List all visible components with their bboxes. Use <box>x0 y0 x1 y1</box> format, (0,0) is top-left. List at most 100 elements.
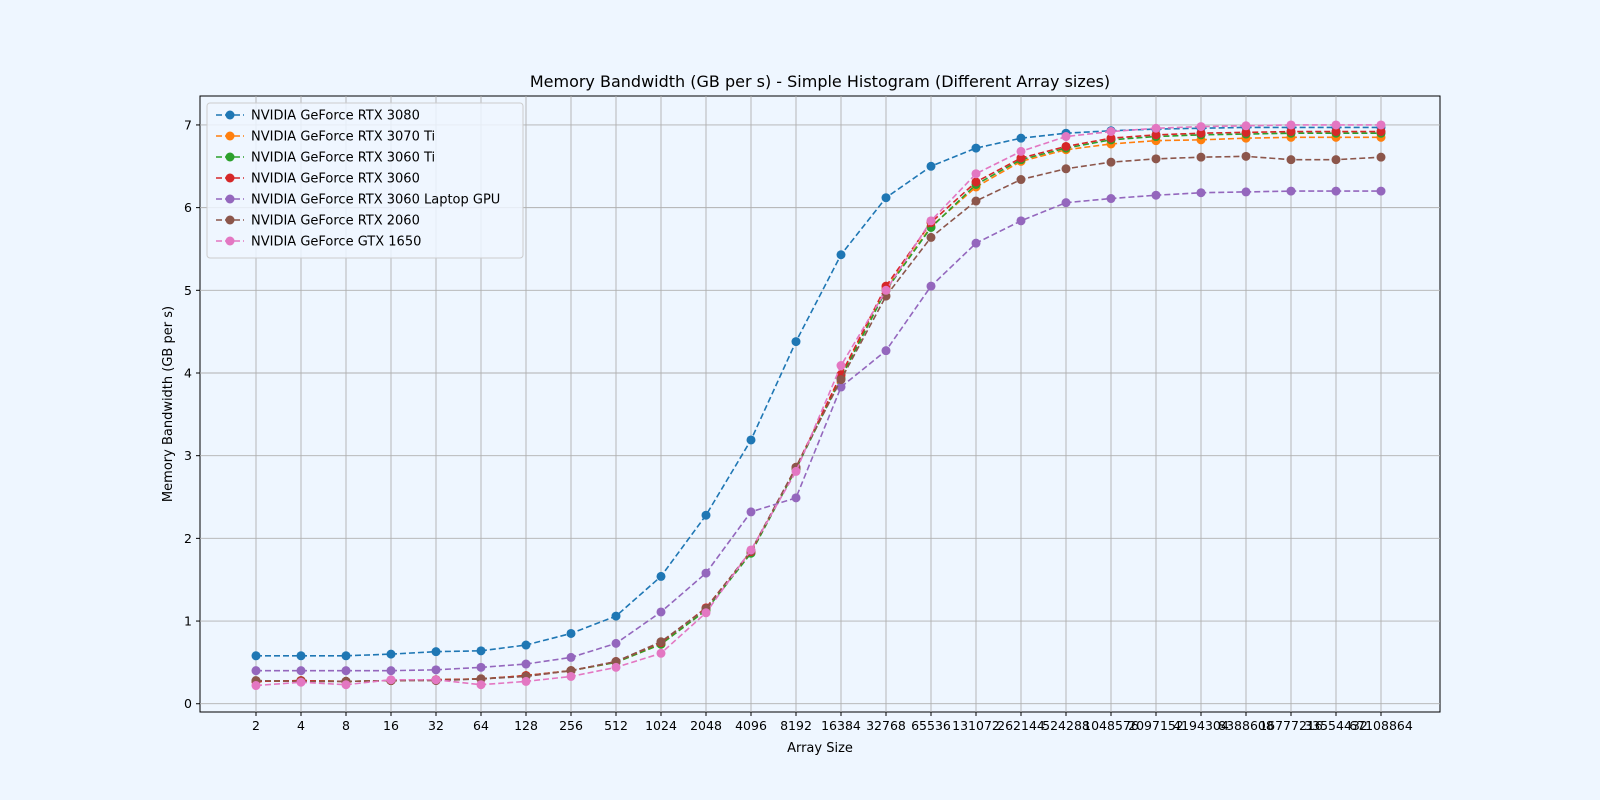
data-point <box>1016 133 1026 143</box>
data-point <box>251 681 261 691</box>
legend-label: NVIDIA GeForce RTX 3060 Laptop GPU <box>251 193 500 208</box>
data-point <box>1331 120 1341 130</box>
data-point <box>926 281 936 291</box>
legend-label: NVIDIA GeForce RTX 3080 <box>251 109 420 124</box>
data-point <box>341 666 351 676</box>
data-point <box>566 628 576 638</box>
legend-label: NVIDIA GeForce RTX 3060 <box>251 172 420 187</box>
data-point <box>1376 186 1386 196</box>
data-point <box>971 177 981 187</box>
data-point <box>971 196 981 206</box>
data-point <box>1151 190 1161 200</box>
data-point <box>701 510 711 520</box>
data-point <box>656 607 666 617</box>
data-point <box>341 680 351 690</box>
data-point <box>836 375 846 385</box>
data-point <box>386 675 396 685</box>
data-point <box>746 507 756 517</box>
x-tick-label: 8192 <box>780 718 812 733</box>
x-axis-ticks: 2 4 8 16 32 64 128 256 512 1024 2048 4096 8192 16384 3… <box>252 712 1413 733</box>
legend-marker <box>225 110 235 120</box>
data-point <box>1241 127 1251 137</box>
data-point <box>1016 175 1026 185</box>
series-line <box>255 132 1381 683</box>
data-point <box>836 382 846 392</box>
data-point <box>431 647 441 657</box>
x-tick-label: 2 <box>252 718 260 733</box>
data-point <box>1196 152 1206 162</box>
y-tick-label: 1 <box>184 614 192 629</box>
legend-item: NVIDIA GeForce RTX 3080 <box>216 109 420 124</box>
series-4 <box>251 186 1386 676</box>
data-point <box>971 169 981 179</box>
series-line <box>255 130 1381 683</box>
legend-label: NVIDIA GeForce RTX 3070 Ti <box>251 130 435 145</box>
series-6 <box>251 120 1386 691</box>
x-tick-label: 16384 <box>821 718 861 733</box>
x-tick-label: 67108864 <box>1349 718 1413 733</box>
y-axis-label: Memory Bandwidth (GB per s) <box>161 306 176 502</box>
series-line <box>255 155 1382 683</box>
legend-marker <box>225 131 235 141</box>
data-point <box>791 466 801 476</box>
data-point <box>1286 127 1296 137</box>
y-tick-label: 7 <box>184 117 192 132</box>
x-tick-label: 262144 <box>997 718 1045 733</box>
x-tick-label: 524288 <box>1042 718 1090 733</box>
data-point <box>1016 216 1026 226</box>
data-point <box>296 666 306 676</box>
x-tick-label: 128 <box>514 718 538 733</box>
data-point <box>1376 120 1386 130</box>
y-tick-label: 2 <box>184 531 192 546</box>
data-point <box>1331 155 1341 165</box>
x-tick-label: 4096 <box>735 718 767 733</box>
legend-marker <box>225 194 235 204</box>
data-point <box>1106 127 1116 137</box>
data-point <box>611 611 621 621</box>
legend-box <box>206 102 524 259</box>
data-point <box>1376 127 1386 137</box>
data-point <box>1241 151 1251 161</box>
data-point <box>926 161 936 171</box>
data-point <box>656 648 666 658</box>
data-point <box>521 640 531 650</box>
series-layer <box>251 120 1386 691</box>
data-point <box>926 232 936 242</box>
data-point <box>1016 146 1026 156</box>
legend-item: NVIDIA GeForce RTX 3060 Laptop GPU <box>216 193 500 208</box>
legend-marker <box>225 215 235 225</box>
legend-marker <box>225 236 235 246</box>
data-point <box>1241 121 1251 131</box>
data-point <box>836 361 846 371</box>
x-tick-label: 64 <box>473 718 489 733</box>
data-point <box>566 652 576 662</box>
data-point <box>926 216 936 226</box>
data-point <box>1061 164 1071 174</box>
data-point <box>521 676 531 686</box>
x-tick-label: 1048576 <box>1083 718 1139 733</box>
y-tick-label: 6 <box>184 200 192 215</box>
data-point <box>386 666 396 676</box>
data-point <box>791 493 801 503</box>
x-tick-label: 4194304 <box>1173 718 1229 733</box>
data-point <box>971 143 981 153</box>
x-tick-label: 32768 <box>866 718 906 733</box>
y-tick-label: 5 <box>184 283 192 298</box>
x-tick-label: 2097152 <box>1128 718 1184 733</box>
x-tick-label: 4 <box>297 718 305 733</box>
data-point <box>1106 133 1116 143</box>
y-tick-label: 4 <box>184 365 192 380</box>
data-point <box>611 638 621 648</box>
data-point <box>1286 155 1296 165</box>
data-point <box>1286 120 1296 130</box>
data-point <box>476 662 486 672</box>
data-point <box>746 545 756 555</box>
data-point <box>1106 194 1116 204</box>
data-point <box>1061 141 1071 151</box>
data-point <box>1196 188 1206 198</box>
legend-label: NVIDIA GeForce RTX 2060 <box>251 214 420 229</box>
data-point <box>1151 123 1161 133</box>
legend-item: NVIDIA GeForce RTX 2060 <box>216 214 420 229</box>
data-point <box>386 649 396 659</box>
